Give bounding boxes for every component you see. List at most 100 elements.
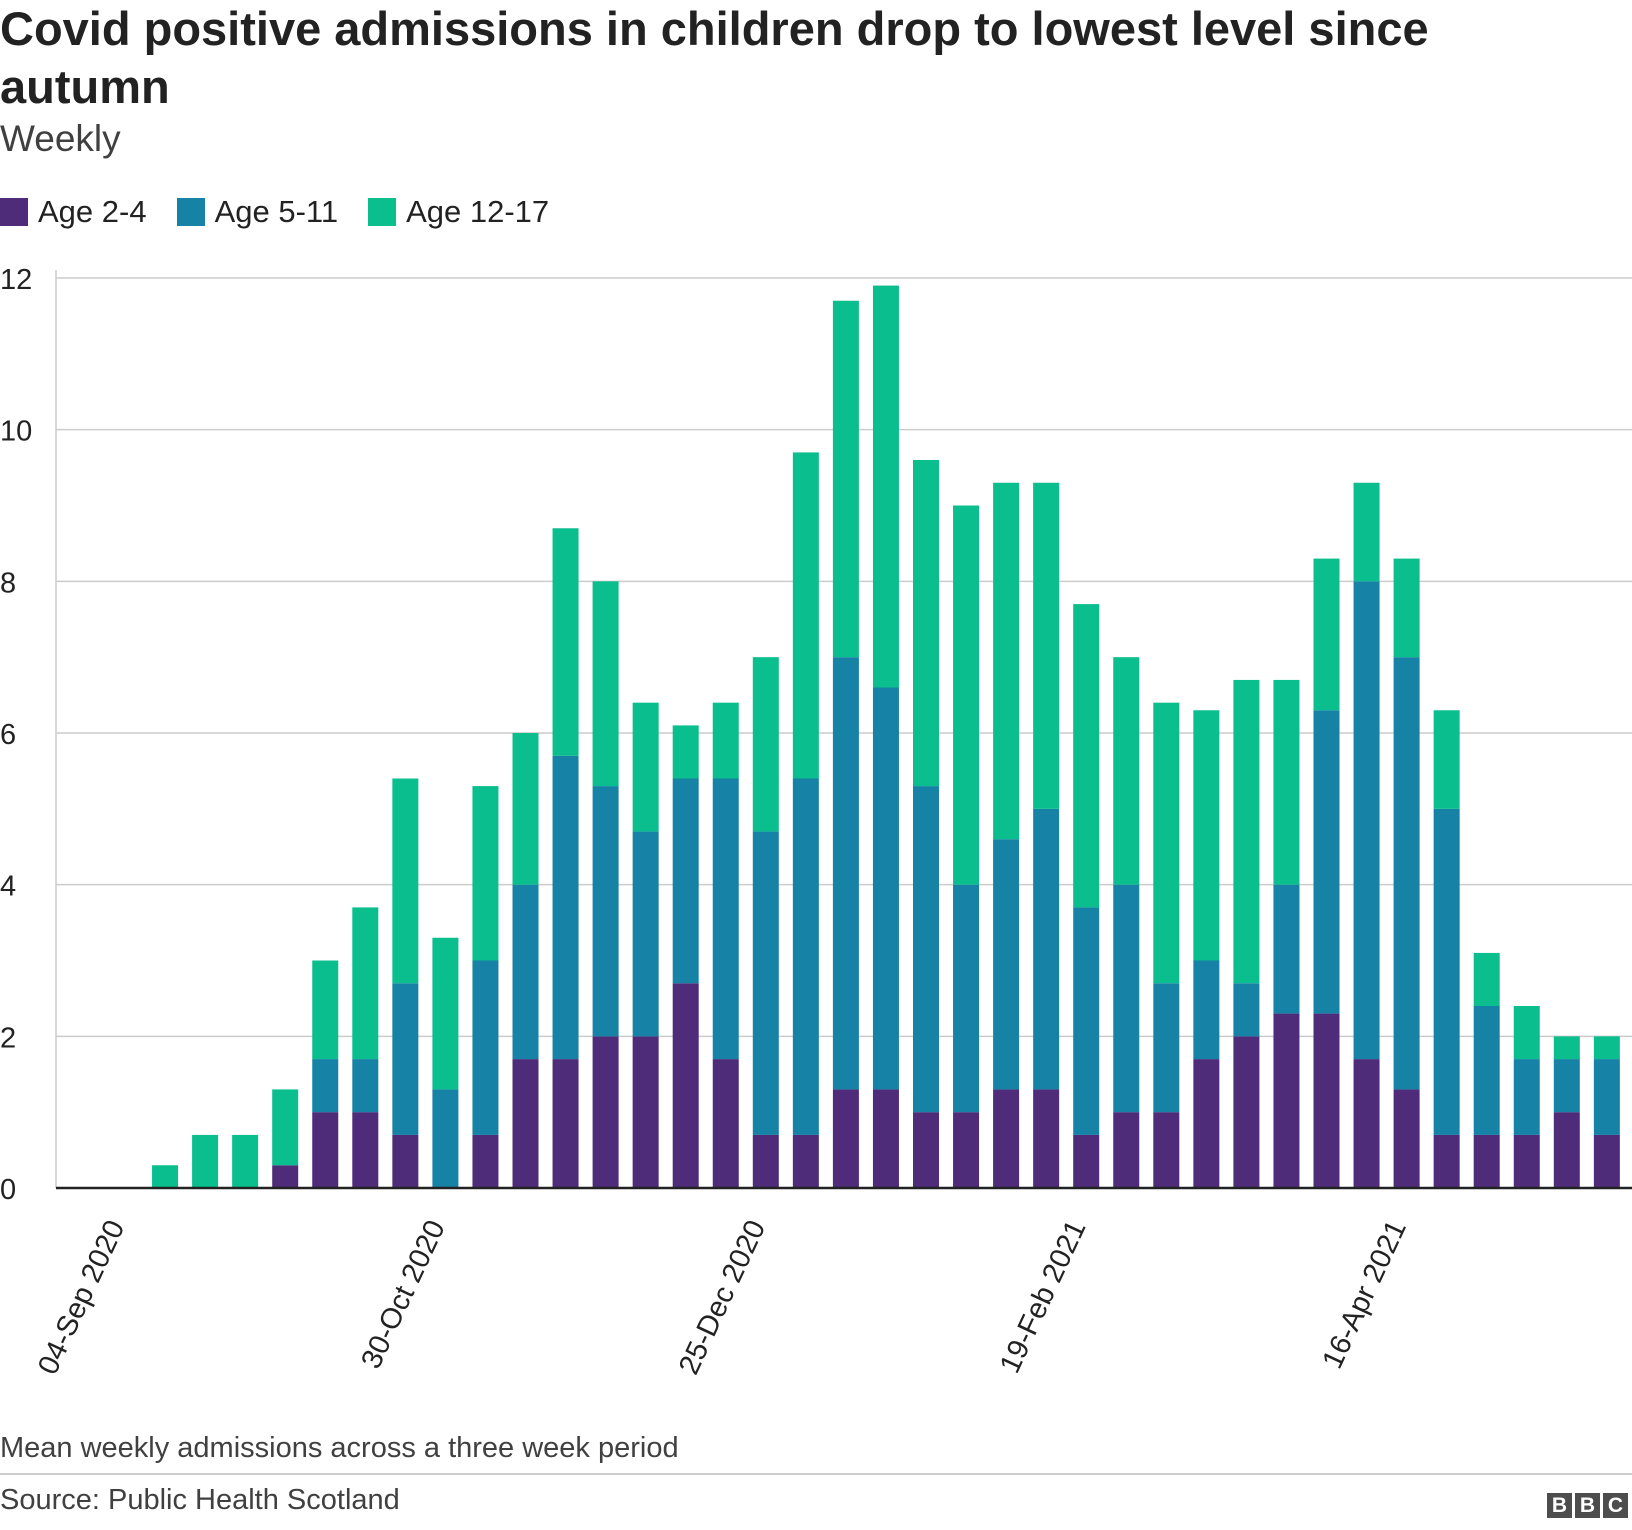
bar-age-12-17 bbox=[552, 528, 579, 756]
bar-age-12-17 bbox=[272, 1089, 299, 1166]
bar-age-2-4 bbox=[1353, 1059, 1380, 1188]
bar-age-2-4 bbox=[953, 1112, 980, 1188]
bar-age-2-4 bbox=[1313, 1013, 1340, 1188]
bbc-logo: B B C bbox=[1544, 1493, 1628, 1518]
bar-age-5-11 bbox=[752, 831, 779, 1135]
bar-age-2-4 bbox=[1033, 1089, 1060, 1188]
bar-age-5-11 bbox=[872, 687, 899, 1090]
bar-age-2-4 bbox=[472, 1134, 499, 1188]
y-tick-label: 0 bbox=[0, 1174, 16, 1206]
bar-age-12-17 bbox=[1193, 710, 1220, 961]
bar-age-2-4 bbox=[592, 1036, 619, 1188]
y-tick-label: 8 bbox=[0, 567, 16, 599]
bar-age-2-4 bbox=[1553, 1112, 1580, 1188]
bar-age-12-17 bbox=[392, 778, 419, 984]
legend-swatch-age-12-17 bbox=[368, 198, 397, 226]
legend-label-age-2-4: Age 2-4 bbox=[38, 194, 147, 229]
source-text: Source: Public Health Scotland bbox=[0, 1484, 400, 1516]
legend-label-age-12-17: Age 12-17 bbox=[406, 194, 550, 229]
bar-age-2-4 bbox=[1113, 1112, 1140, 1188]
bar-age-2-4 bbox=[993, 1089, 1020, 1188]
bar-age-2-4 bbox=[512, 1059, 539, 1188]
bar-age-2-4 bbox=[392, 1134, 419, 1188]
legend-label-age-5-11: Age 5-11 bbox=[214, 194, 339, 229]
bar-age-5-11 bbox=[392, 983, 419, 1135]
bar-age-5-11 bbox=[632, 831, 659, 1037]
bar-age-12-17 bbox=[512, 733, 539, 885]
chart-note: Mean weekly admissions across a three we… bbox=[0, 1432, 679, 1464]
bar-age-12-17 bbox=[152, 1165, 179, 1188]
bar-age-12-17 bbox=[1553, 1036, 1580, 1060]
bar-age-5-11 bbox=[472, 960, 499, 1135]
bar-age-2-4 bbox=[752, 1134, 779, 1188]
bar-age-2-4 bbox=[1393, 1089, 1420, 1188]
bar-age-5-11 bbox=[552, 755, 579, 1060]
x-tick-label: 16-Apr 2021 bbox=[1316, 1215, 1412, 1373]
legend-item-age-12-17: Age 12-17 bbox=[368, 194, 549, 230]
bbc-logo-letter: B bbox=[1575, 1493, 1600, 1518]
bar-age-5-11 bbox=[1433, 808, 1460, 1135]
bar-age-12-17 bbox=[1513, 1006, 1540, 1060]
bar-age-12-17 bbox=[1313, 558, 1340, 711]
bar-age-2-4 bbox=[672, 983, 699, 1188]
y-tick-label: 6 bbox=[0, 719, 16, 751]
y-tick-label: 2 bbox=[0, 1022, 16, 1054]
bar-age-12-17 bbox=[752, 657, 779, 832]
chart-title: Covid positive admissions in children dr… bbox=[0, 2, 1429, 113]
bar-age-2-4 bbox=[792, 1134, 819, 1188]
stacked-bar-chart: 0 2 4 6 8 10 12 04-Sep 2020 30-Oct 2020 25-Dec 20… bbox=[0, 264, 1632, 1379]
bar-age-5-11 bbox=[1273, 884, 1300, 1014]
bar-age-5-11 bbox=[993, 839, 1020, 1090]
bar-age-2-4 bbox=[1433, 1134, 1460, 1188]
bar-age-2-4 bbox=[872, 1089, 899, 1188]
bar-age-12-17 bbox=[1393, 558, 1420, 658]
bar-age-5-11 bbox=[1473, 1006, 1500, 1135]
legend-swatch-age-5-11 bbox=[176, 198, 205, 226]
bar-age-5-11 bbox=[712, 778, 739, 1060]
bar-age-12-17 bbox=[1153, 702, 1180, 984]
bbc-logo-letter: C bbox=[1603, 1493, 1628, 1518]
bar-age-2-4 bbox=[1513, 1134, 1540, 1188]
bar-age-12-17 bbox=[832, 300, 859, 658]
bbc-logo-letter: B bbox=[1547, 1493, 1572, 1518]
bar-age-12-17 bbox=[592, 581, 619, 787]
bar-age-5-11 bbox=[1073, 907, 1100, 1135]
bar-age-12-17 bbox=[792, 452, 819, 779]
bar-age-5-11 bbox=[432, 1089, 459, 1188]
bar-age-2-4 bbox=[1193, 1059, 1220, 1188]
bar-age-12-17 bbox=[632, 702, 659, 832]
x-tick-label: 30-Oct 2020 bbox=[355, 1215, 451, 1373]
legend-item-age-2-4: Age 2-4 bbox=[0, 194, 147, 230]
bar-age-12-17 bbox=[1273, 679, 1300, 885]
bar-age-5-11 bbox=[1313, 710, 1340, 1014]
bar-age-2-4 bbox=[832, 1089, 859, 1188]
x-tick-label: 19-Feb 2021 bbox=[994, 1215, 1093, 1378]
bar-age-12-17 bbox=[432, 937, 459, 1090]
bar-age-2-4 bbox=[712, 1059, 739, 1188]
bar-age-12-17 bbox=[1033, 482, 1060, 809]
bar-age-5-11 bbox=[1033, 808, 1060, 1090]
bar-age-5-11 bbox=[1593, 1059, 1620, 1135]
bar-age-5-11 bbox=[592, 786, 619, 1037]
y-tick-label: 12 bbox=[0, 264, 32, 296]
bar-age-12-17 bbox=[872, 285, 899, 688]
bar-age-5-11 bbox=[1553, 1059, 1580, 1113]
chart-subtitle: Weekly bbox=[0, 118, 121, 159]
bar-age-12-17 bbox=[913, 460, 939, 787]
bar-age-5-11 bbox=[1153, 983, 1180, 1113]
bar-age-5-11 bbox=[1193, 960, 1220, 1060]
x-tick-label: 04-Sep 2020 bbox=[32, 1215, 131, 1379]
bar-age-12-17 bbox=[712, 702, 739, 779]
bar-age-2-4 bbox=[352, 1112, 379, 1188]
bar-age-12-17 bbox=[672, 725, 699, 779]
y-tick-label: 10 bbox=[0, 416, 32, 448]
bar-age-12-17 bbox=[993, 482, 1020, 840]
bar-age-12-17 bbox=[1473, 952, 1500, 1006]
legend: Age 2-4 Age 5-11 Age 12-17 bbox=[0, 192, 579, 232]
bar-age-12-17 bbox=[192, 1134, 219, 1188]
bar-age-5-11 bbox=[512, 884, 539, 1060]
bar-age-5-11 bbox=[1513, 1059, 1540, 1135]
bar-age-2-4 bbox=[1233, 1036, 1260, 1188]
y-tick-label: 4 bbox=[0, 871, 16, 903]
bar-age-12-17 bbox=[352, 907, 379, 1060]
